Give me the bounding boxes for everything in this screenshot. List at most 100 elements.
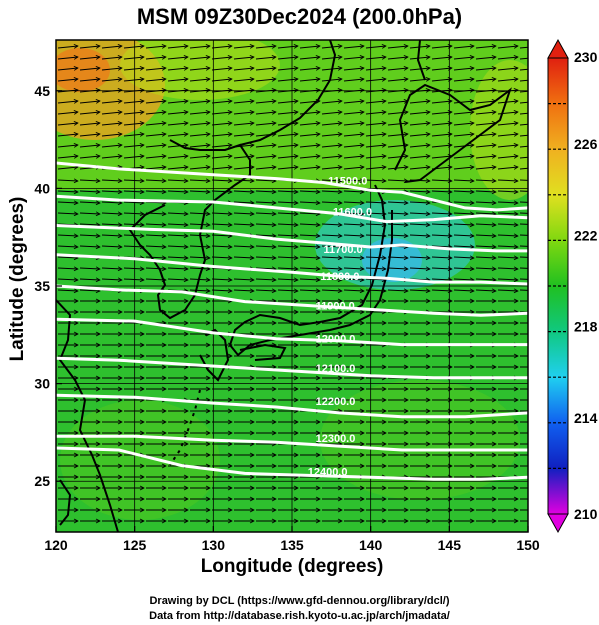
colorbar-tick-label: 222 (574, 227, 598, 243)
wind-vector (365, 46, 386, 48)
wind-vector (409, 213, 430, 214)
wind-vector (497, 213, 518, 214)
wind-vector (299, 202, 320, 203)
wind-vector (123, 246, 144, 247)
x-tick-label: 150 (516, 537, 540, 553)
wind-vector (321, 268, 342, 269)
wind-vector (299, 268, 320, 269)
wind-vector (79, 180, 100, 181)
wind-vector (277, 101, 298, 103)
wind-vector (475, 257, 496, 258)
wind-vector (519, 156, 528, 159)
wind-vector (145, 224, 166, 225)
wind-vector (497, 156, 518, 158)
contour-line (56, 194, 528, 224)
wind-vector (167, 46, 188, 48)
wind-vector (211, 68, 232, 70)
wind-vector (57, 279, 78, 280)
wind-vector (299, 145, 320, 147)
wind-vector (365, 290, 386, 291)
wind-vector (299, 156, 320, 158)
wind-vector (519, 234, 528, 236)
wind-vector (57, 246, 78, 247)
wind-vector (343, 191, 364, 192)
wind-vector (57, 257, 78, 258)
wind-vector (189, 90, 210, 92)
wind-vector (475, 180, 496, 181)
wind-vector (497, 224, 518, 225)
wind-vector (79, 290, 100, 291)
wind-vectors (57, 46, 528, 521)
wind-vector (365, 224, 386, 225)
wind-vector (453, 134, 474, 136)
wind-vector (233, 246, 254, 247)
wind-vector (519, 245, 528, 247)
wind-vector (431, 79, 452, 81)
wind-vector (321, 202, 342, 203)
wind-vector (57, 156, 78, 158)
wind-vector (321, 279, 342, 280)
wind-vector (145, 235, 166, 236)
wind-vector (255, 224, 276, 225)
wind-vector (145, 268, 166, 269)
wind-vector (145, 246, 166, 247)
wind-vector (79, 224, 100, 225)
wind-vector (255, 257, 276, 258)
wind-vector (365, 68, 386, 70)
wind-vector (189, 134, 210, 136)
wind-vector (101, 123, 122, 125)
wind-vector (57, 57, 78, 59)
wind-vector (519, 256, 528, 258)
wind-vector (211, 191, 232, 192)
wind-vector (57, 180, 78, 181)
wind-vector (189, 224, 210, 225)
wind-vector (79, 145, 100, 147)
wind-vector (453, 79, 474, 81)
wind-vector (101, 79, 122, 81)
wind-vector (475, 123, 496, 125)
wind-vector (431, 180, 452, 181)
wind-vector (453, 290, 474, 291)
wind-vector (57, 167, 78, 169)
wind-vector (409, 202, 430, 203)
wind-vector (277, 279, 298, 280)
wind-vector (519, 212, 528, 214)
wind-vector (453, 257, 474, 258)
wind-vector (211, 156, 232, 158)
wind-vector (189, 279, 210, 280)
y-tick-label: 40 (34, 180, 50, 196)
wind-vector (299, 46, 320, 48)
wind-vector (101, 112, 122, 114)
wind-vector (409, 268, 430, 269)
wind-vector (453, 279, 474, 280)
wind-vector (431, 167, 452, 169)
wind-vector (409, 68, 430, 70)
contour-line (56, 317, 528, 347)
wind-vector (431, 191, 452, 192)
wind-vector (519, 179, 528, 181)
wind-vector (365, 167, 386, 169)
wind-vector (475, 268, 496, 269)
contour-label: 11700.0 (323, 244, 362, 256)
wind-vector (299, 112, 320, 114)
wind-vector (475, 202, 496, 203)
wind-vector (453, 46, 474, 48)
wind-vector (255, 46, 276, 48)
x-axis-label: Longitude (degrees) (200, 556, 384, 577)
wind-vector (343, 257, 364, 258)
wind-vector (299, 57, 320, 59)
wind-vector (431, 246, 452, 247)
wind-vector (189, 156, 210, 158)
wind-vector (57, 145, 78, 147)
wind-vector (211, 257, 232, 258)
wind-vector (409, 145, 430, 147)
wind-vector (409, 79, 430, 81)
wind-vector (145, 180, 166, 181)
wind-vector (321, 134, 342, 136)
colorbar-tick-label: 230 (574, 49, 598, 65)
wind-vector (343, 290, 364, 291)
wind-vector (189, 101, 210, 103)
wind-vector (453, 68, 474, 70)
wind-vector (57, 191, 78, 192)
wind-vector (123, 268, 144, 269)
